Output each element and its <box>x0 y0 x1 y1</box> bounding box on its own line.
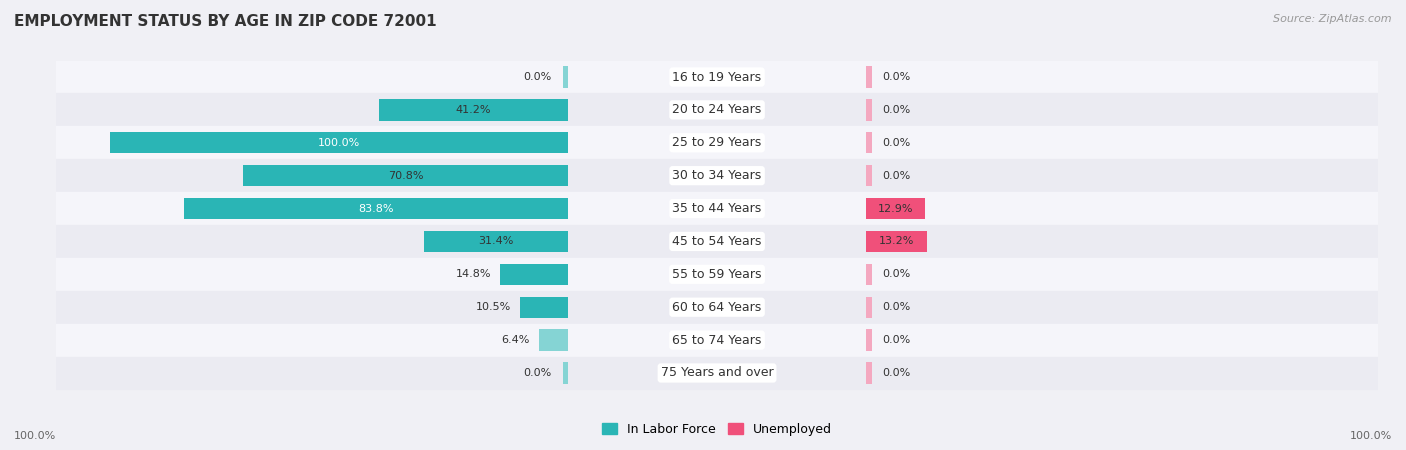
Bar <box>35 291 1399 324</box>
Text: EMPLOYMENT STATUS BY AGE IN ZIP CODE 72001: EMPLOYMENT STATUS BY AGE IN ZIP CODE 720… <box>14 14 437 28</box>
Bar <box>501 264 568 285</box>
Text: 25 to 29 Years: 25 to 29 Years <box>672 136 762 149</box>
Text: 30 to 34 Years: 30 to 34 Years <box>672 169 762 182</box>
Bar <box>866 264 872 285</box>
Bar <box>866 66 872 88</box>
Legend: In Labor Force, Unemployed: In Labor Force, Unemployed <box>598 418 837 441</box>
Text: 13.2%: 13.2% <box>879 236 914 247</box>
Text: 45 to 54 Years: 45 to 54 Years <box>672 235 762 248</box>
Text: Source: ZipAtlas.com: Source: ZipAtlas.com <box>1274 14 1392 23</box>
Bar <box>380 99 568 121</box>
Text: 35 to 44 Years: 35 to 44 Years <box>672 202 762 215</box>
Text: 20 to 24 Years: 20 to 24 Years <box>672 104 762 117</box>
Bar <box>866 165 872 186</box>
Text: 14.8%: 14.8% <box>456 270 492 279</box>
Text: 100.0%: 100.0% <box>1350 431 1392 441</box>
Text: 0.0%: 0.0% <box>883 302 911 312</box>
Text: 60 to 64 Years: 60 to 64 Years <box>672 301 762 314</box>
Bar <box>425 231 568 252</box>
Bar <box>35 61 1399 94</box>
Bar <box>562 66 568 88</box>
Bar <box>866 99 872 121</box>
Text: 70.8%: 70.8% <box>388 171 423 180</box>
Text: 0.0%: 0.0% <box>523 368 551 378</box>
Text: 12.9%: 12.9% <box>879 203 914 214</box>
Bar <box>35 126 1399 159</box>
Text: 83.8%: 83.8% <box>359 203 394 214</box>
Bar <box>866 362 872 384</box>
Bar <box>35 258 1399 291</box>
Text: 0.0%: 0.0% <box>883 72 911 82</box>
Bar <box>520 297 568 318</box>
Text: 0.0%: 0.0% <box>883 368 911 378</box>
Text: 0.0%: 0.0% <box>883 270 911 279</box>
Bar <box>866 198 925 219</box>
Text: 0.0%: 0.0% <box>883 138 911 148</box>
Bar <box>110 132 568 153</box>
Text: 10.5%: 10.5% <box>477 302 512 312</box>
Bar <box>866 231 927 252</box>
Bar <box>35 159 1399 192</box>
Text: 0.0%: 0.0% <box>883 171 911 180</box>
Bar <box>562 362 568 384</box>
Text: 0.0%: 0.0% <box>883 335 911 345</box>
Text: 41.2%: 41.2% <box>456 105 491 115</box>
Text: 6.4%: 6.4% <box>502 335 530 345</box>
Text: 16 to 19 Years: 16 to 19 Years <box>672 71 762 84</box>
Bar <box>866 297 872 318</box>
Bar <box>184 198 568 219</box>
Text: 100.0%: 100.0% <box>318 138 360 148</box>
Bar <box>243 165 568 186</box>
Text: 65 to 74 Years: 65 to 74 Years <box>672 333 762 346</box>
Bar <box>538 329 568 351</box>
Bar <box>866 329 872 351</box>
Bar <box>35 324 1399 356</box>
Text: 55 to 59 Years: 55 to 59 Years <box>672 268 762 281</box>
Text: 0.0%: 0.0% <box>883 105 911 115</box>
Bar <box>35 94 1399 126</box>
Text: 75 Years and over: 75 Years and over <box>661 366 773 379</box>
Text: 0.0%: 0.0% <box>523 72 551 82</box>
Bar <box>35 356 1399 389</box>
Bar <box>35 192 1399 225</box>
Bar <box>866 132 872 153</box>
Text: 31.4%: 31.4% <box>478 236 513 247</box>
Bar <box>35 225 1399 258</box>
Text: 100.0%: 100.0% <box>14 431 56 441</box>
